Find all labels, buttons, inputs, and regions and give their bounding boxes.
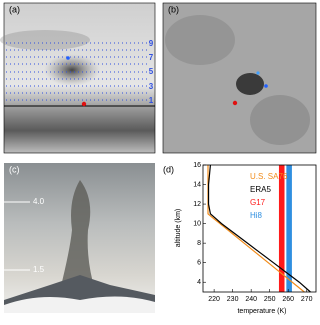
level-label: 4.0 xyxy=(33,197,45,206)
y-tick-label: 16 xyxy=(193,162,201,169)
panel-c: (c) 4.0 1.5 xyxy=(4,163,155,313)
level-label: 5 xyxy=(149,67,154,76)
x-tick-label: 250 xyxy=(264,296,276,303)
y-tick-label: 6 xyxy=(197,260,201,267)
plume-dot xyxy=(256,71,260,75)
level-label: 1 xyxy=(149,96,154,105)
panel-d: (d) temperature (K) altitude (km) 220 230… xyxy=(163,162,317,315)
plume xyxy=(60,180,95,290)
panel-a: (a) 9 7 5 3 1 xyxy=(0,2,156,154)
level-label: 9 xyxy=(149,39,154,48)
legend-entry: U.S. SA76 xyxy=(250,172,288,181)
plume-dot xyxy=(66,56,70,60)
legend-entry: Hi8 xyxy=(250,211,263,220)
plume-dot xyxy=(264,84,268,88)
level-label: 3 xyxy=(149,82,154,91)
legend-entry: ERA5 xyxy=(250,185,271,194)
panel-b: (b) xyxy=(162,2,317,154)
x-axis-label: temperature (K) xyxy=(237,308,286,315)
y-axis-label: altitude (km) xyxy=(175,209,182,248)
y-tick-label: 10 xyxy=(193,220,201,227)
panel-label: (d) xyxy=(163,164,174,174)
legend-entry: G17 xyxy=(250,198,266,207)
panel-label: (c) xyxy=(9,164,20,174)
panel-label: (b) xyxy=(168,4,179,14)
y-tick-label: 14 xyxy=(193,181,201,188)
plot-frame xyxy=(202,164,317,293)
vent-dot xyxy=(81,101,87,107)
y-tick-label: 12 xyxy=(193,201,201,208)
cloud xyxy=(165,15,235,65)
level-label: 1.5 xyxy=(33,265,45,274)
y-tick-label: 4 xyxy=(197,279,201,286)
brightness-band xyxy=(278,165,285,292)
plume xyxy=(44,54,100,86)
x-tick-label: 260 xyxy=(282,296,294,303)
x-tick-label: 270 xyxy=(301,296,313,303)
brightness-band xyxy=(286,165,292,292)
x-tick-label: 220 xyxy=(208,296,220,303)
x-tick-label: 230 xyxy=(227,296,239,303)
clouds xyxy=(4,296,155,313)
panel-label: (a) xyxy=(9,4,20,14)
vent-dot xyxy=(232,100,238,106)
profile-line xyxy=(207,164,311,293)
cloud xyxy=(250,95,310,145)
y-tick-label: 8 xyxy=(197,240,201,247)
level-label: 7 xyxy=(149,53,154,62)
x-tick-label: 240 xyxy=(245,296,257,303)
cloud xyxy=(0,30,90,50)
plume xyxy=(236,73,264,95)
